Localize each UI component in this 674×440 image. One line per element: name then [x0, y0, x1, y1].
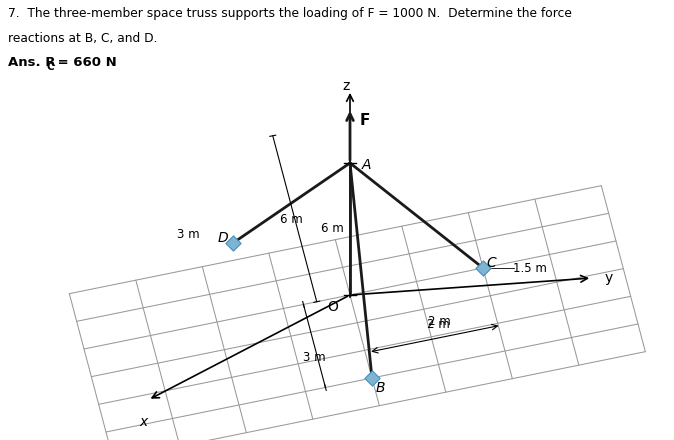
Text: 3 m: 3 m	[177, 228, 200, 242]
Text: D: D	[218, 231, 228, 245]
Text: reactions at B, C, and D.: reactions at B, C, and D.	[8, 32, 158, 45]
Text: C: C	[486, 256, 496, 270]
Point	[478, 264, 489, 271]
Text: 2 m: 2 m	[427, 318, 450, 331]
Text: z: z	[342, 79, 350, 93]
Text: = 660 N: = 660 N	[53, 56, 117, 69]
Text: 2 m: 2 m	[429, 315, 451, 328]
Text: y: y	[605, 271, 613, 285]
Text: O: O	[327, 300, 338, 314]
Text: Ans. R: Ans. R	[8, 56, 55, 69]
Text: F: F	[360, 113, 371, 128]
Point	[228, 239, 239, 246]
Text: 3 m: 3 m	[303, 352, 326, 364]
Text: B: B	[375, 381, 385, 395]
Text: C: C	[47, 62, 54, 73]
Text: 6 m: 6 m	[280, 213, 303, 227]
Text: A: A	[362, 158, 371, 172]
Text: 1.5 m: 1.5 m	[513, 261, 547, 275]
Point	[367, 374, 377, 381]
Text: 6 m: 6 m	[321, 223, 343, 235]
Text: x: x	[139, 415, 147, 429]
Text: 7.  The three-member space truss supports the loading of F = 1000 N.  Determine : 7. The three-member space truss supports…	[8, 7, 572, 20]
